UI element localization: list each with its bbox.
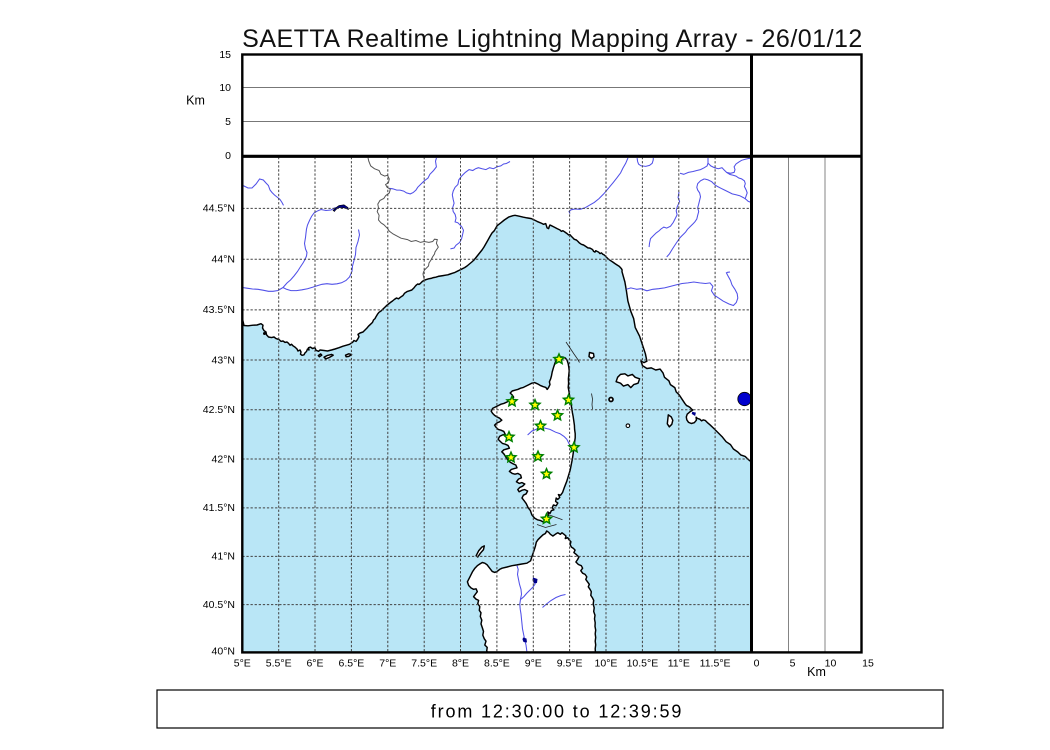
svg-text:42.5°N: 42.5°N [203,404,235,416]
svg-text:8.5°E: 8.5°E [484,657,510,669]
svg-text:6°E: 6°E [306,657,323,669]
svg-text:6.5°E: 6.5°E [338,657,364,669]
svg-text:10.5°E: 10.5°E [627,657,659,669]
svg-text:44°N: 44°N [212,254,235,266]
svg-text:SAETTA Realtime Lightning Mapp: SAETTA Realtime Lightning Mapping Array … [242,25,863,53]
svg-text:7.5°E: 7.5°E [411,657,437,669]
svg-text:Km: Km [807,665,826,679]
svg-text:43.5°N: 43.5°N [203,304,235,316]
svg-text:40°N: 40°N [212,645,235,657]
svg-text:41.5°N: 41.5°N [203,502,235,514]
svg-text:10: 10 [219,82,231,94]
svg-text:5°E: 5°E [234,657,251,669]
svg-text:Km: Km [186,94,205,108]
svg-text:7°E: 7°E [379,657,396,669]
svg-text:11°E: 11°E [668,657,690,669]
svg-text:8°E: 8°E [452,657,469,669]
svg-text:40.5°N: 40.5°N [203,599,235,611]
svg-text:9°E: 9°E [525,657,542,669]
svg-text:0: 0 [754,657,760,669]
svg-text:from 12:30:00 to 12:39:59: from 12:30:00 to 12:39:59 [431,702,683,722]
svg-text:42°N: 42°N [212,453,235,465]
svg-text:5: 5 [790,657,796,669]
svg-text:44.5°N: 44.5°N [203,203,235,215]
svg-text:5: 5 [225,116,231,128]
svg-text:5.5°E: 5.5°E [266,657,292,669]
svg-text:0: 0 [225,150,231,162]
svg-text:11.5°E: 11.5°E [700,657,731,669]
svg-text:9.5°E: 9.5°E [557,657,583,669]
svg-text:41°N: 41°N [212,551,235,563]
svg-text:15: 15 [862,657,874,669]
svg-text:10: 10 [825,657,837,669]
svg-text:43°N: 43°N [212,354,235,366]
svg-text:10°E: 10°E [595,657,618,669]
svg-text:15: 15 [219,49,231,61]
